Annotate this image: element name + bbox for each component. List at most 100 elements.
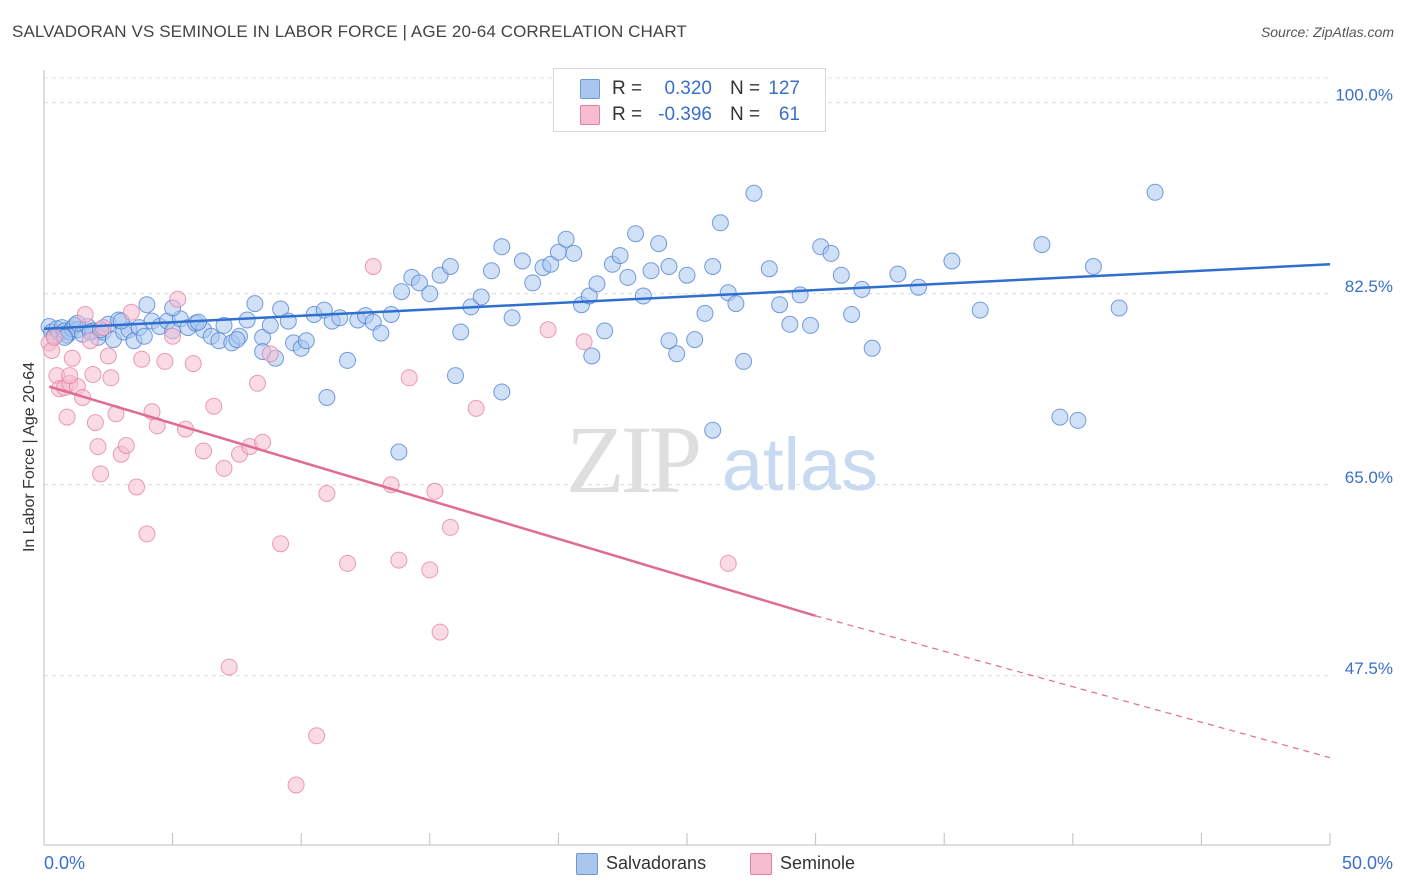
seminole-point [81, 332, 99, 350]
salvadorans-point [493, 383, 511, 401]
salvadorans-point [802, 316, 819, 334]
legend-row-salvadorans: R = 0.320 N = 127 [554, 75, 825, 101]
salvadorans-point [745, 184, 763, 202]
salvadorans-point [339, 351, 356, 369]
seminole-point [63, 349, 81, 367]
seminole-point [287, 776, 305, 794]
salvadorans-point [771, 296, 789, 314]
watermark-zip: ZIP [566, 406, 699, 513]
salvadorans-point [843, 306, 861, 323]
bottom-legend-label-salvadorans: Salvadorans [606, 853, 707, 873]
seminole-point [390, 551, 408, 569]
salvadorans-point [704, 421, 722, 439]
seminole-point [45, 328, 63, 346]
seminole-point [364, 258, 382, 275]
salvadorans-point [524, 274, 542, 292]
salvadorans-point [138, 296, 156, 314]
seminole-point [138, 525, 156, 543]
y-tick-labels: 100.0% 82.5% 65.0% 47.5% [1335, 86, 1393, 678]
salvadorans-point [503, 309, 521, 327]
x-tick-label-min: 0.0% [44, 853, 85, 873]
salvadorans-trend-line [43, 263, 1331, 330]
salvadorans-point [634, 287, 652, 305]
salvadorans-point [627, 225, 645, 243]
seminole-point [99, 347, 117, 365]
salvadorans-point [1033, 236, 1051, 254]
salvadorans-point [1146, 183, 1164, 201]
bottom-legend-swatch-seminole [750, 853, 772, 875]
salvadorans-point [331, 309, 349, 327]
salvadorans-point [382, 306, 400, 323]
seminole-point [164, 327, 182, 345]
legend-n-value: 61 [778, 104, 800, 125]
salvadorans-point [215, 316, 233, 334]
salvadorans-point [441, 258, 459, 275]
salvadorans-point [619, 268, 637, 286]
seminole-point [441, 518, 459, 536]
seminole-point [58, 408, 76, 426]
salvadorans-point [228, 331, 246, 349]
salvadorans-point [910, 278, 927, 296]
salvadorans-point [735, 352, 753, 370]
salvadorans-point [393, 283, 410, 301]
seminole-point [133, 350, 151, 368]
seminole-point [86, 414, 104, 432]
salvadorans-point [686, 331, 704, 349]
x-tick-labels: 0.0% 50.0% [44, 853, 1393, 873]
salvadorans-point [452, 323, 470, 341]
salvadorans-point [1069, 411, 1087, 429]
legend-swatch-seminole [580, 105, 600, 125]
seminole-point [128, 478, 146, 496]
seminole-point [94, 319, 112, 337]
seminole-point [169, 290, 187, 308]
salvadorans-point [660, 332, 678, 350]
grid-lines [44, 77, 1330, 677]
trend-lines [43, 263, 1331, 759]
bottom-legend-swatch-salvadorans [576, 853, 598, 875]
seminole-point [539, 321, 557, 339]
salvadorans-point [611, 247, 629, 265]
seminole-point [102, 369, 120, 387]
salvadorans-point [889, 265, 907, 283]
salvadorans-point [650, 235, 668, 253]
seminole-trend-line [48, 385, 816, 617]
seminole-point [89, 438, 107, 456]
salvadorans-point [678, 266, 696, 284]
salvadorans-point [261, 316, 279, 334]
salvadorans-point [472, 288, 490, 306]
y-tick-label: 100.0% [1335, 86, 1393, 105]
legend-r-label: R = [612, 78, 643, 99]
salvadorans-point [696, 304, 714, 322]
salvadorans-point [447, 367, 464, 385]
salvadorans-point [372, 324, 390, 342]
salvadorans-point [318, 389, 336, 406]
legend-n-value: 127 [768, 78, 800, 99]
legend-r-value: -0.396 [658, 104, 712, 125]
seminole-point [719, 554, 737, 572]
salvadorans-point [642, 262, 660, 280]
salvadorans-point [297, 332, 315, 350]
salvadorans-point [565, 244, 583, 262]
salvadorans-point [513, 252, 531, 270]
salvadorans-point [542, 255, 560, 273]
seminole-point [117, 437, 135, 454]
seminole-point [308, 727, 326, 745]
salvadorans-point [822, 244, 840, 262]
seminole-point [205, 397, 223, 415]
salvadorans-point [781, 315, 799, 333]
salvadorans-point [668, 345, 686, 363]
salvadorans-point [421, 285, 439, 303]
legend-box: R = 0.320 N = 127 R = -0.396 N = 61 [553, 68, 826, 132]
salvadorans-point [557, 230, 575, 248]
legend-swatch-salvadorans [580, 79, 600, 99]
salvadorans-point [1084, 258, 1102, 275]
x-tick-label-max: 50.0% [1342, 853, 1393, 873]
salvadorans-point [390, 443, 408, 461]
watermark: ZIP atlas [566, 406, 878, 513]
y-tick-label: 47.5% [1345, 659, 1393, 678]
seminole-point [261, 345, 279, 363]
bottom-legend-label-seminole: Seminole [780, 853, 856, 873]
seminole-point [467, 399, 485, 417]
salvadorans-point [596, 322, 614, 340]
